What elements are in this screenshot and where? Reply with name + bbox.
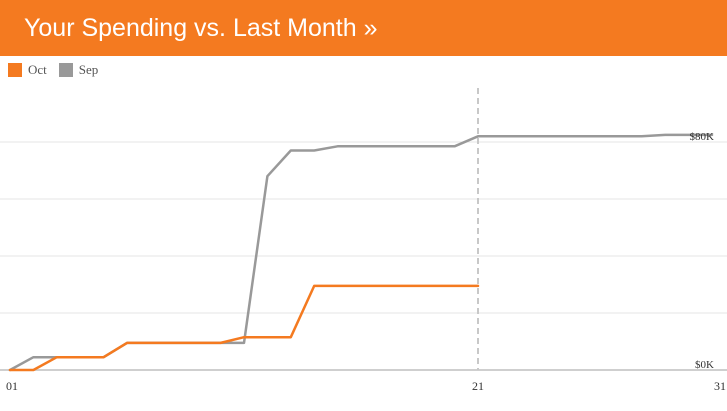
y-tick-label: $80K: [690, 131, 715, 143]
x-tick-label: 31: [714, 379, 726, 393]
spending-line-chart: $0K $80K 01 21 31: [0, 88, 727, 393]
x-tick-label: 01: [6, 379, 18, 393]
legend-label-sep: Sep: [78, 62, 99, 77]
x-tick-label: 21: [472, 379, 484, 393]
series-line-sep: [8, 133, 714, 372]
legend-item-oct: Oct: [8, 62, 47, 78]
series-line-oct: [8, 284, 480, 372]
y-tick-label: $0K: [695, 359, 714, 371]
page-title[interactable]: Your Spending vs. Last Month »: [0, 0, 727, 56]
page-title-text: Your Spending vs. Last Month »: [24, 13, 378, 42]
legend-swatch-sep: [58, 63, 73, 77]
legend-label-oct: Oct: [28, 62, 47, 77]
legend-swatch-oct: [8, 63, 22, 77]
legend-item-sep: Sep: [58, 62, 99, 78]
chart-legend: Oct Sep: [8, 60, 110, 80]
